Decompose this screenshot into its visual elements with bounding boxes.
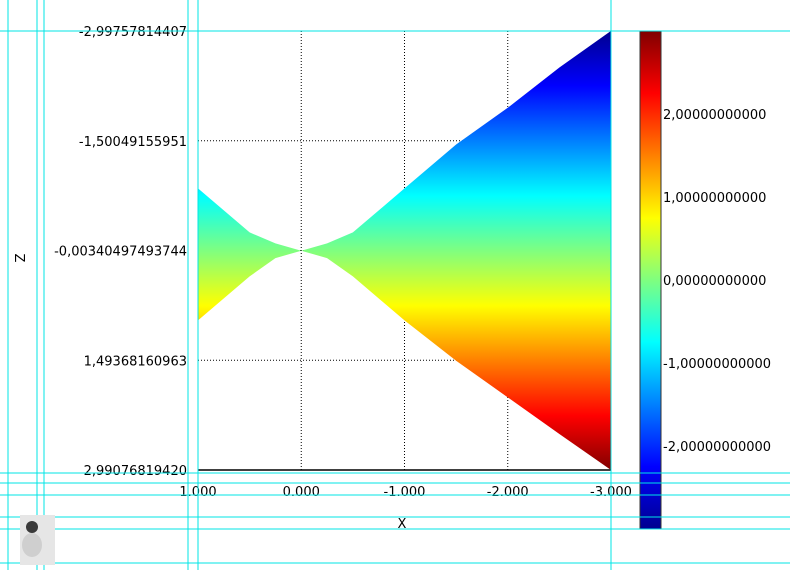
y-axis-label: Z	[11, 254, 26, 263]
y-tick-labels: -2,99757814407 -1,50049155951 -0,003404974…	[54, 25, 187, 479]
x-tick-labels: 1.000 0.000 -1.000 -2.000 -3.000	[179, 485, 632, 500]
x-tick-label: -2.000	[487, 485, 529, 500]
y-tick-label: 1,49368160963	[84, 354, 187, 369]
person-avatar-icon	[20, 515, 55, 565]
colorbar-label: 2,00000000000	[663, 108, 766, 123]
y-tick-label: -1,50049155951	[79, 135, 187, 150]
x-tick-label: 0.000	[283, 485, 320, 500]
colorbar-label: -2,00000000000	[663, 440, 771, 455]
y-tick-label: -2,99757814407	[79, 25, 187, 40]
colorbar-label: 0,00000000000	[663, 274, 766, 289]
colorbar-label: 1,00000000000	[663, 191, 766, 206]
y-tick-label: -0,00340497493744	[54, 245, 187, 260]
colorbar	[639, 30, 662, 530]
x-axis-label: X	[398, 517, 407, 532]
colorbar-label: -1,00000000000	[663, 357, 771, 372]
surface-band	[198, 30, 611, 470]
y-tick-label: 2,99076819420	[84, 464, 187, 479]
colorbar-labels: 2,00000000000 1,00000000000 0,00000000000 -…	[663, 108, 771, 455]
x-tick-label: -1.000	[384, 485, 426, 500]
